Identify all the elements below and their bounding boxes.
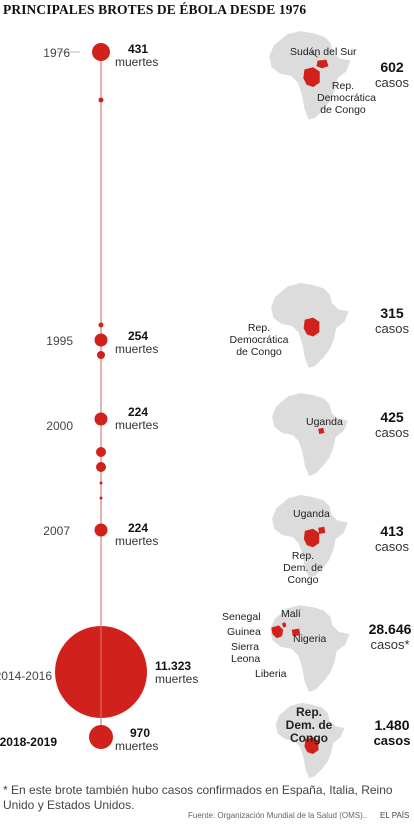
highlight-congo [304,737,319,754]
leader-line [310,51,318,58]
bubble-2007 [94,523,108,537]
africa-map-2000 [272,393,348,476]
highlight-mali [282,622,287,628]
africa-map-1995 [271,283,349,368]
cases-count: 413 casos [372,523,412,555]
highlight-uganda [318,526,326,534]
highlight-nigeria [291,628,301,637]
map-label: Senegal [222,611,261,623]
cases-count: 28.646 casos* [366,621,414,653]
deaths-count: 224 muertes [115,406,158,432]
bubble-minor [96,462,106,472]
map-label: Nigeria [293,633,327,645]
year-label: 1995 [46,334,73,348]
map-label: Uganda [306,416,343,428]
map-label: Rep. Dem. de Congo [285,705,333,745]
brand-logo-text: EL PAÍS [380,811,410,820]
bubble-minor [96,447,106,457]
deaths-count: 11.323 muertes [155,660,198,686]
highlight-south-sudan [316,59,329,69]
deaths-count: 970 muertes [115,727,158,753]
cases-value: 425 [380,409,404,425]
year-label: 2007 [43,524,70,538]
deaths-unit: muertes [115,534,159,548]
map-label: Sudán del Sur [290,46,357,58]
deaths-count: 254 muertes [115,330,158,356]
map-label: Uganda [293,508,330,520]
map-label: Rep. Democrática de Congo [317,80,376,116]
source-credit: Fuente: Organización Mundial de la Salud… [188,811,368,820]
cases-count: 602 casos [372,59,412,91]
year-label: 1976 [43,46,70,60]
cases-unit: casos [375,539,409,554]
year-label: 2018-2019 [0,735,57,749]
bubble-minor [99,481,103,485]
cases-unit: casos* [370,637,410,652]
highlight-congo [303,317,320,337]
deaths-count: 431 muertes [115,43,158,69]
page-title: PRINCIPALES BROTES DE ÉBOLA DESDE 1976 [3,2,307,17]
africa-map-1976 [269,31,351,120]
deaths-unit: muertes [115,418,159,432]
cases-count: 425 casos [372,409,412,441]
map-label: Malí [281,608,301,620]
cases-value: 1.480 [374,717,410,733]
africa-shape [270,605,350,692]
bubble-minor [98,97,104,103]
map-label: Sierra Leona [231,641,261,665]
year-label: 2014-2016 [0,669,52,683]
highlight-uganda [318,427,325,434]
cases-unit: casos [375,425,409,440]
deaths-unit: muertes [115,55,159,69]
map-label: Rep. Dem. de Congo [283,550,323,586]
map-label: Rep. Democrática de Congo [229,322,289,358]
deaths-value: 224 [128,521,149,535]
cases-unit: casos [375,321,409,336]
deaths-value: 970 [130,726,151,740]
cases-count: 315 casos [372,305,412,337]
deaths-unit: muertes [115,739,159,753]
cases-unit: casos [375,75,409,90]
africa-map-2007 [272,495,348,578]
deaths-unit: muertes [115,342,159,356]
highlight-congo [303,67,320,87]
cases-value: 315 [380,305,404,321]
africa-map-2014-2016 [270,605,350,692]
map-label: Guinea [227,626,261,638]
bubble-1995 [94,333,108,347]
cases-value: 413 [380,523,404,539]
cases-count: 1.480 casos [370,717,414,749]
bubble-minor [98,322,104,328]
highlight-congo [303,528,320,548]
bubble-1976 [92,43,110,61]
deaths-unit: muertes [155,672,199,686]
cases-value: 602 [380,59,404,75]
deaths-count: 224 muertes [115,522,158,548]
footnote: * En este brote también hubo casos confi… [3,783,393,812]
deaths-value: 224 [128,405,149,419]
bubble-minor [97,351,105,359]
highlight-west-africa [271,625,284,639]
cases-value: 28.646 [368,621,412,637]
bubble-minor [99,496,103,500]
deaths-value: 254 [128,329,149,343]
africa-shape [272,393,348,476]
cases-unit: casos [373,733,411,748]
deaths-value: 431 [128,42,149,56]
bubble-2018-2019 [89,725,113,749]
bubble-2000 [94,412,108,426]
map-label: Liberia [255,668,287,680]
africa-map-2018-2019 [275,702,345,779]
year-label: 2000 [46,419,73,433]
deaths-value: 11.323 [155,659,192,673]
